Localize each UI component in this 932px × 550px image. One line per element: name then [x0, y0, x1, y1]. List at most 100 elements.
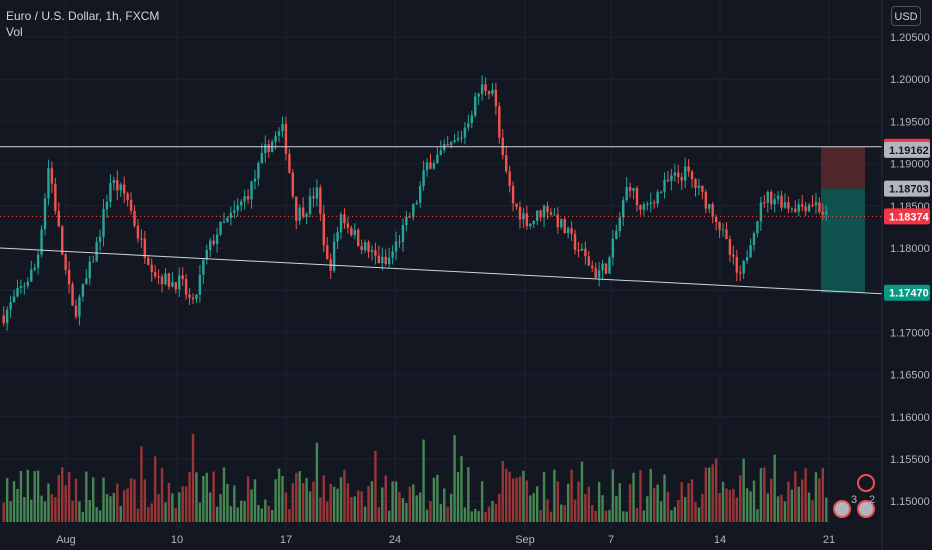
candle-body	[377, 255, 381, 264]
candle-body	[23, 285, 26, 287]
volume-bar	[683, 497, 687, 522]
candle-body	[697, 185, 701, 188]
candle-body	[690, 171, 694, 180]
candle-body	[618, 217, 621, 232]
volume-bar	[243, 501, 246, 522]
volume-bar	[209, 492, 212, 522]
candle-body	[257, 163, 260, 179]
candle-body	[54, 183, 57, 212]
volume-bar	[360, 491, 363, 522]
volume-bar	[739, 475, 742, 522]
candle-body	[370, 250, 374, 252]
y-tick-label: 1.20500	[890, 32, 930, 44]
x-tick-label: 7	[608, 534, 614, 546]
volume-indicator-label[interactable]: Vol	[6, 25, 23, 39]
volume-bar	[549, 511, 553, 522]
currency-button[interactable]: USD	[891, 6, 921, 26]
volume-bar	[171, 493, 174, 522]
support-trendline[interactable]	[0, 247, 883, 295]
candle-body	[584, 248, 587, 257]
candle-body	[171, 282, 174, 287]
candle-body	[212, 240, 215, 244]
volume-bar	[515, 477, 518, 522]
volume-bar	[556, 481, 560, 522]
volume-bar	[26, 469, 30, 522]
volume-bar	[587, 486, 591, 522]
symbol-title[interactable]: Euro / U.S. Dollar, 1h, FXCM	[6, 9, 160, 23]
candle-body	[384, 256, 387, 265]
candle-body	[43, 198, 47, 230]
x-tick-label: 14	[714, 534, 726, 546]
volume-bar	[518, 476, 522, 522]
position-zones[interactable]	[821, 146, 865, 293]
candle-body	[708, 204, 711, 209]
candle-body	[85, 278, 88, 285]
volume-bar	[288, 509, 291, 522]
event-marker-icon[interactable]	[857, 500, 875, 518]
candle-body	[759, 202, 763, 222]
volume-bar	[632, 472, 635, 522]
candle-body	[202, 259, 205, 275]
candle-body	[794, 208, 797, 212]
volume-bar	[687, 483, 690, 522]
candle-body	[239, 201, 243, 206]
volume-bar	[257, 505, 260, 522]
candle-body	[233, 210, 236, 213]
volume-bar	[98, 510, 102, 522]
candle-body	[405, 216, 408, 226]
time-axis[interactable]: Aug 10 17 24 Sep 7 14 21	[56, 534, 835, 546]
candle-body	[350, 227, 353, 236]
candle-body	[770, 191, 773, 205]
volume-bar	[78, 501, 81, 522]
candle-body	[36, 254, 40, 268]
candle-body	[95, 242, 98, 262]
volume-bar	[474, 508, 477, 522]
candle-body	[546, 205, 549, 213]
event-marker-icon[interactable]	[833, 500, 851, 518]
candle-body	[288, 153, 291, 173]
candle-body	[529, 223, 532, 227]
candle-body	[19, 286, 23, 288]
price-tag-label: 1.18703	[889, 184, 929, 196]
earnings-icon[interactable]	[857, 474, 875, 492]
x-tick-label: 24	[389, 534, 401, 546]
candle-body	[577, 250, 580, 252]
volume-bar	[818, 478, 821, 522]
candle-body	[542, 205, 546, 218]
drawn-lines[interactable]	[0, 146, 883, 295]
candle-body	[301, 207, 305, 217]
stop-loss-zone[interactable]	[821, 146, 865, 189]
volume-bar	[615, 495, 618, 522]
candle-body	[277, 131, 281, 136]
y-tick-label: 1.16500	[890, 370, 930, 382]
volume-bar	[112, 492, 116, 522]
volume-bar	[804, 468, 807, 522]
take-profit-zone[interactable]	[821, 188, 865, 293]
volume-bar	[663, 474, 666, 522]
candle-body	[470, 115, 473, 124]
volume-bar	[67, 472, 71, 522]
volume-bar	[694, 502, 697, 522]
x-tick-label: 21	[823, 534, 835, 546]
volume-bar	[370, 481, 374, 522]
volume-bar	[412, 484, 415, 522]
candle-body	[570, 228, 573, 234]
candle-body	[353, 229, 356, 236]
candle-body	[412, 204, 415, 218]
candle-body	[67, 269, 71, 285]
candle-body	[78, 296, 81, 317]
volume-bar	[195, 472, 198, 522]
price-axis[interactable]: 1.205001.200001.195001.190001.185001.180…	[881, 0, 930, 550]
candle-body	[343, 214, 346, 224]
candle-body	[432, 163, 436, 169]
candle-body	[167, 273, 171, 287]
candle-body	[332, 241, 336, 271]
volume-bar	[770, 478, 773, 522]
candle-body	[119, 184, 122, 191]
volume-bar	[539, 509, 542, 522]
candle-body	[515, 203, 518, 207]
volume-bar	[759, 468, 763, 522]
candle-body	[766, 191, 769, 203]
